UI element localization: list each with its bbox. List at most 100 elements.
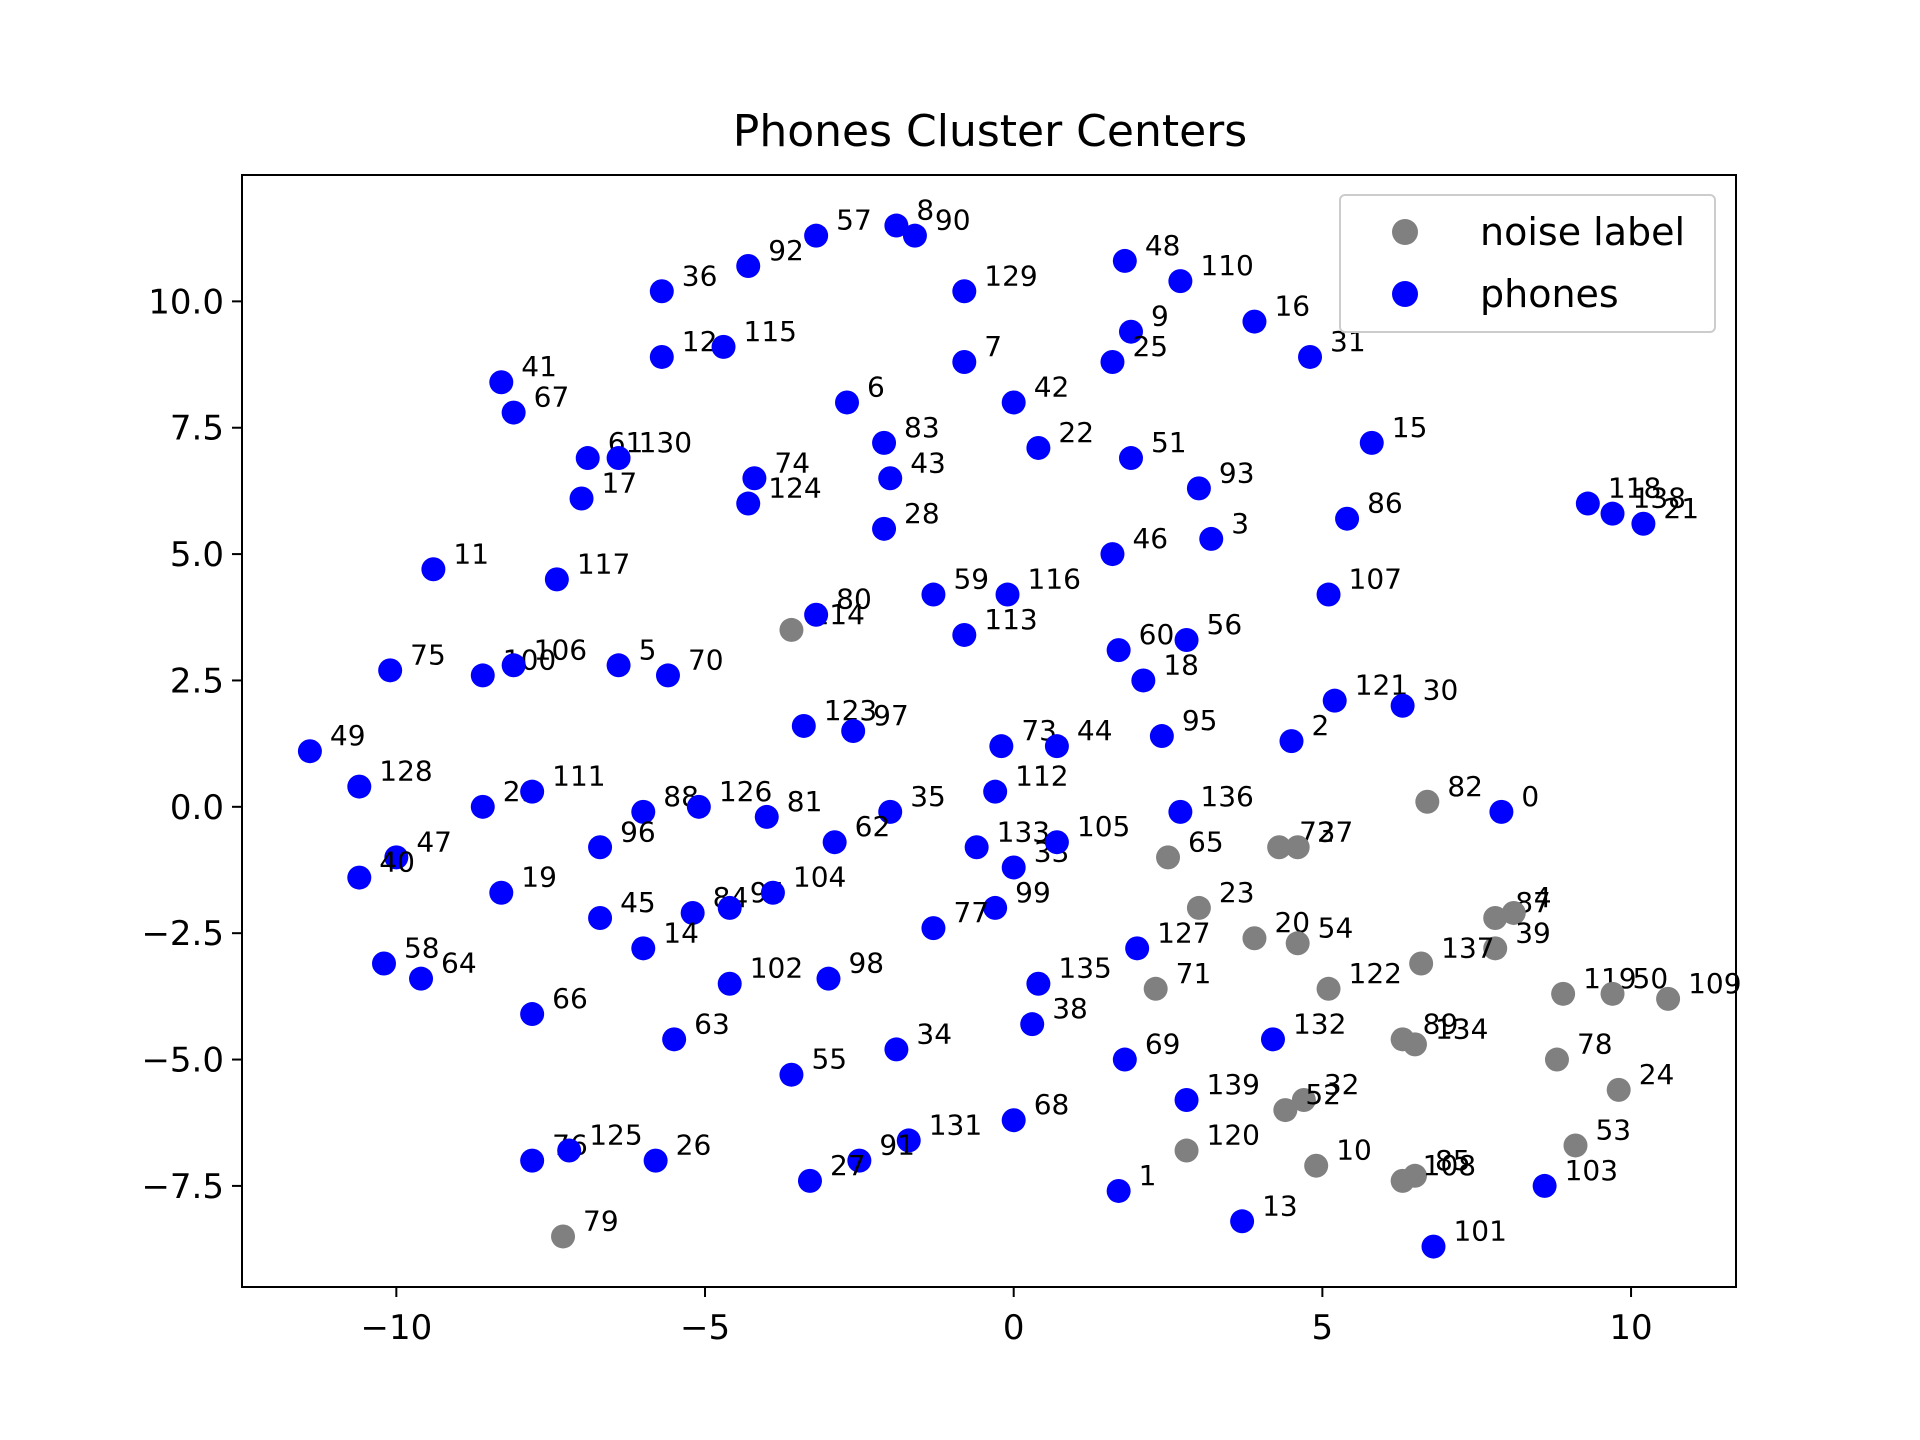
point-7 xyxy=(952,350,977,375)
point-label-32: 32 xyxy=(1324,1068,1360,1101)
point-label-65: 65 xyxy=(1188,825,1224,858)
point-label-91: 91 xyxy=(879,1129,915,1162)
point-label-24: 24 xyxy=(1639,1058,1675,1091)
point-58 xyxy=(371,951,396,976)
point-label-45: 45 xyxy=(620,886,656,919)
point-label-101: 101 xyxy=(1453,1215,1506,1248)
x-tick-label: −5 xyxy=(680,1308,730,1348)
point-30 xyxy=(1390,693,1415,718)
point-label-48: 48 xyxy=(1145,229,1181,262)
y-tick-label: −5.0 xyxy=(141,1041,224,1081)
point-label-2: 2 xyxy=(1312,709,1330,742)
y-tick-label: 10.0 xyxy=(148,282,224,322)
point-0 xyxy=(1489,799,1514,824)
point-86 xyxy=(1335,506,1360,531)
point-114 xyxy=(779,617,804,642)
point-label-9: 9 xyxy=(1151,300,1169,333)
point-label-27: 27 xyxy=(830,1149,866,1182)
point-25 xyxy=(1100,350,1125,375)
point-label-11: 11 xyxy=(453,537,489,570)
point-133 xyxy=(964,835,989,860)
point-123 xyxy=(791,713,816,738)
point-138 xyxy=(1600,501,1625,526)
point-label-38: 38 xyxy=(1052,992,1088,1025)
point-label-127: 127 xyxy=(1157,916,1210,949)
point-43 xyxy=(878,466,903,491)
point-21 xyxy=(1631,511,1656,536)
point-label-21: 21 xyxy=(1663,492,1699,525)
point-1 xyxy=(1106,1178,1131,1203)
point-129 xyxy=(952,279,977,304)
point-label-52: 52 xyxy=(1305,1078,1341,1111)
point-label-80: 80 xyxy=(836,583,872,616)
point-label-35: 35 xyxy=(910,780,946,813)
point-78 xyxy=(1544,1047,1569,1072)
axis-ticks: −10 −5 0 5 10−7.5−5.0−2.50.02.55.07.510.0 xyxy=(141,282,1652,1348)
point-label-54: 54 xyxy=(1318,911,1354,944)
point-3 xyxy=(1199,526,1224,551)
point-55 xyxy=(779,1062,804,1087)
point-label-56: 56 xyxy=(1207,608,1243,641)
point-label-96: 96 xyxy=(620,815,656,848)
point-37 xyxy=(1285,835,1310,860)
point-label-86: 86 xyxy=(1367,487,1403,520)
point-label-30: 30 xyxy=(1423,674,1459,707)
point-44 xyxy=(1044,734,1069,759)
point-50 xyxy=(1600,981,1625,1006)
point-label-60: 60 xyxy=(1139,618,1175,651)
point-39 xyxy=(1483,936,1508,961)
point-24 xyxy=(1606,1077,1631,1102)
point-124 xyxy=(736,491,761,516)
point-label-16: 16 xyxy=(1274,290,1310,323)
point-label-136: 136 xyxy=(1200,780,1253,813)
point-label-13: 13 xyxy=(1262,1189,1298,1222)
point-106 xyxy=(501,653,526,678)
axes-frame xyxy=(241,174,1737,1288)
point-77 xyxy=(921,916,946,941)
point-label-15: 15 xyxy=(1392,411,1428,444)
point-64 xyxy=(409,966,434,991)
point-22 xyxy=(1026,435,1051,460)
x-tick-label: −10 xyxy=(360,1308,432,1348)
point-127 xyxy=(1125,936,1150,961)
point-80 xyxy=(804,602,829,627)
point-label-130: 130 xyxy=(639,426,692,459)
point-121 xyxy=(1322,688,1347,713)
point-115 xyxy=(711,334,736,359)
point-59 xyxy=(921,582,946,607)
point-52 xyxy=(1273,1098,1298,1123)
point-label-111: 111 xyxy=(552,760,605,793)
legend-label-phones: phones xyxy=(1480,272,1619,316)
point-19 xyxy=(489,880,514,905)
point-130 xyxy=(606,446,631,471)
y-tick-label: 2.5 xyxy=(170,661,224,701)
point-47 xyxy=(384,845,409,870)
point-label-92: 92 xyxy=(768,234,804,267)
point-label-124: 124 xyxy=(768,472,821,505)
point-label-71: 71 xyxy=(1176,957,1212,990)
point-61 xyxy=(575,446,600,471)
point-79 xyxy=(551,1224,576,1249)
point-94 xyxy=(717,895,742,920)
point-label-66: 66 xyxy=(552,982,588,1015)
point-label-102: 102 xyxy=(750,952,803,985)
point-label-7: 7 xyxy=(984,330,1002,363)
point-label-89: 89 xyxy=(1423,1007,1459,1040)
legend: noise label phones xyxy=(1339,194,1716,333)
point-label-132: 132 xyxy=(1293,1007,1346,1040)
point-82 xyxy=(1415,789,1440,814)
point-label-46: 46 xyxy=(1132,522,1168,555)
point-label-42: 42 xyxy=(1034,370,1070,403)
point-45 xyxy=(588,906,613,931)
point-33 xyxy=(1001,855,1026,880)
point-label-95: 95 xyxy=(1182,704,1218,737)
point-label-22: 22 xyxy=(1058,416,1094,449)
point-101 xyxy=(1421,1234,1446,1259)
point-32 xyxy=(1291,1087,1316,1112)
point-68 xyxy=(1001,1108,1026,1133)
point-36 xyxy=(649,279,674,304)
y-tick-label: 0.0 xyxy=(170,788,224,828)
y-tick-label: −7.5 xyxy=(141,1167,224,1207)
point-label-74: 74 xyxy=(774,446,810,479)
chart-title: Phones Cluster Centers xyxy=(733,106,1247,157)
